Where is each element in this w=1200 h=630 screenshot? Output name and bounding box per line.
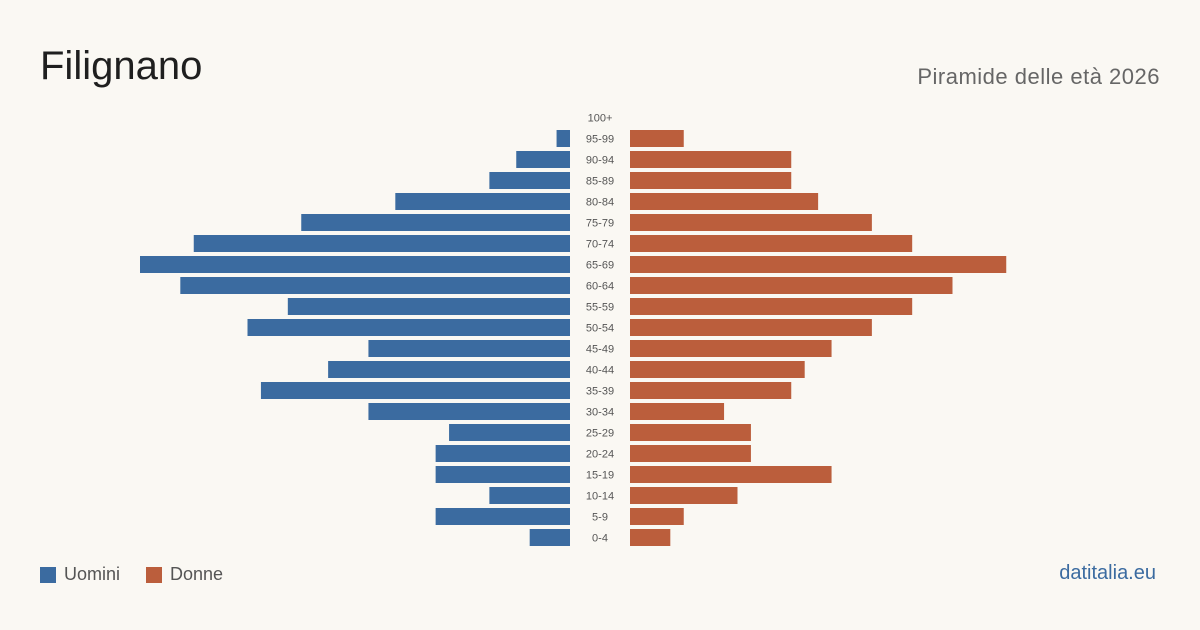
age-label-45-49: 45-49 bbox=[586, 344, 614, 356]
bar-men-40-44 bbox=[328, 361, 570, 378]
bar-men-60-64 bbox=[180, 277, 570, 294]
bar-men-20-24 bbox=[435, 445, 570, 462]
bar-men-30-34 bbox=[368, 403, 570, 420]
bar-women-10-14 bbox=[630, 487, 738, 504]
age-label-75-79: 75-79 bbox=[586, 218, 614, 230]
chart-subtitle: Piramide delle età 2026 bbox=[917, 64, 1160, 89]
legend-swatch-women bbox=[146, 566, 163, 583]
age-label-95-99: 95-99 bbox=[586, 134, 614, 146]
bar-women-45-49 bbox=[630, 340, 832, 357]
age-label-20-24: 20-24 bbox=[586, 449, 614, 461]
legend-item-men: Uomini bbox=[40, 564, 120, 585]
bar-women-40-44 bbox=[630, 361, 805, 378]
bar-women-55-59 bbox=[630, 298, 913, 315]
bar-men-90-94 bbox=[516, 151, 570, 168]
age-label-10-14: 10-14 bbox=[586, 491, 614, 503]
bar-men-10-14 bbox=[489, 487, 570, 504]
bar-men-85-89 bbox=[489, 172, 570, 189]
age-label-85-89: 85-89 bbox=[586, 176, 614, 188]
bar-men-45-49 bbox=[368, 340, 570, 357]
age-label-15-19: 15-19 bbox=[586, 470, 614, 482]
bar-women-15-19 bbox=[630, 466, 832, 483]
bar-women-75-79 bbox=[630, 214, 872, 231]
bar-men-0-4 bbox=[529, 529, 570, 546]
age-label-65-69: 65-69 bbox=[586, 260, 614, 272]
bar-women-90-94 bbox=[630, 151, 792, 168]
age-label-25-29: 25-29 bbox=[586, 428, 614, 440]
bar-women-80-84 bbox=[630, 193, 819, 210]
bar-women-85-89 bbox=[630, 172, 792, 189]
bar-men-80-84 bbox=[395, 193, 570, 210]
bar-men-25-29 bbox=[449, 424, 570, 441]
bar-men-55-59 bbox=[287, 298, 570, 315]
bar-women-30-34 bbox=[630, 403, 725, 420]
age-label-70-74: 70-74 bbox=[586, 239, 614, 251]
bar-women-35-39 bbox=[630, 382, 792, 399]
bar-women-5-9 bbox=[630, 508, 684, 525]
legend-item-women: Donne bbox=[146, 564, 223, 585]
age-label-90-94: 90-94 bbox=[586, 155, 614, 167]
age-label-5-9: 5-9 bbox=[592, 512, 608, 524]
age-label-60-64: 60-64 bbox=[586, 281, 614, 293]
age-label-50-54: 50-54 bbox=[586, 323, 614, 335]
bar-women-20-24 bbox=[630, 445, 751, 462]
bar-women-60-64 bbox=[630, 277, 953, 294]
age-label-55-59: 55-59 bbox=[586, 302, 614, 314]
bar-men-50-54 bbox=[247, 319, 570, 336]
bar-men-65-69 bbox=[140, 256, 570, 273]
age-label-80-84: 80-84 bbox=[586, 197, 614, 209]
bar-men-15-19 bbox=[435, 466, 570, 483]
bar-men-35-39 bbox=[260, 382, 570, 399]
legend-swatch-men bbox=[40, 566, 56, 583]
age-label-30-34: 30-34 bbox=[586, 407, 614, 419]
page-title: Filignano bbox=[40, 44, 203, 88]
age-label-0-4: 0-4 bbox=[592, 533, 608, 545]
legend-label-women: Donne bbox=[170, 564, 224, 584]
legend-label-men: Uomini bbox=[64, 564, 121, 584]
chart-legend: Uomini Donne bbox=[40, 564, 249, 585]
bar-women-0-4 bbox=[630, 529, 671, 546]
bar-men-75-79 bbox=[301, 214, 570, 231]
bar-men-95-99 bbox=[556, 130, 570, 147]
age-label-35-39: 35-39 bbox=[586, 386, 614, 398]
bar-men-5-9 bbox=[435, 508, 570, 525]
bar-women-65-69 bbox=[630, 256, 1007, 273]
age-label-40-44: 40-44 bbox=[586, 365, 614, 377]
bar-women-25-29 bbox=[630, 424, 751, 441]
bar-women-95-99 bbox=[630, 130, 684, 147]
bar-men-70-74 bbox=[193, 235, 570, 252]
bar-women-70-74 bbox=[630, 235, 913, 252]
age-label-100plus: 100+ bbox=[588, 113, 613, 125]
bar-women-50-54 bbox=[630, 319, 872, 336]
brand-link[interactable]: datitalia.eu bbox=[1059, 562, 1156, 584]
